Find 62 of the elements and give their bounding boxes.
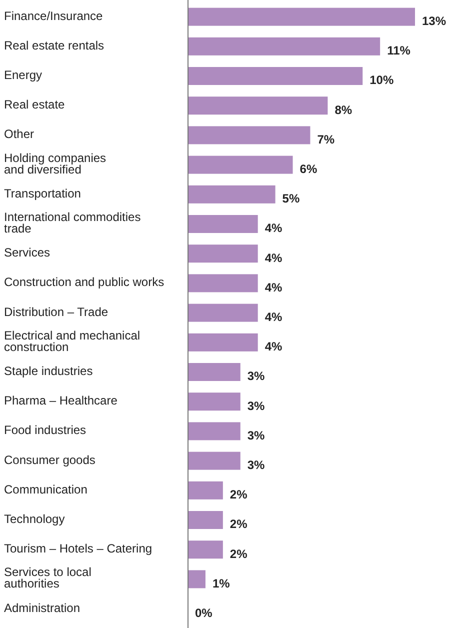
y-tick-label: Tourism – Hotels – Catering [4,542,152,556]
y-tick-label: Services to local authorities [4,565,92,591]
bar [188,126,310,144]
y-tick-label: Food industries [4,423,86,438]
data-label: 3% [247,398,266,413]
bar [188,185,276,204]
data-label: 6% [300,162,318,176]
data-label: 4% [264,280,283,294]
data-label: 2% [230,546,248,561]
bar [188,333,258,352]
data-label: 4% [264,250,283,265]
y-tick-label: Services [4,246,50,260]
bar [188,67,363,85]
bar [188,215,258,233]
bar [188,304,258,322]
data-label: 8% [334,102,352,117]
data-label: 3% [247,369,266,384]
y-tick-label: Staple industries [4,364,93,378]
data-label: 7% [317,132,335,146]
bar [188,481,223,500]
bar [188,511,223,529]
y-tick-label: Holding companies and diversified [4,150,106,176]
data-label: 3% [247,458,266,472]
y-tick-label: Other [4,127,34,142]
data-label: 4% [264,310,283,324]
y-tick-label: Pharma – Healthcare [4,394,118,408]
data-label: 3% [247,428,266,442]
data-label: 2% [230,517,248,532]
data-label: 0% [195,606,213,620]
y-tick-label: Administration [4,600,80,615]
data-label: 13% [422,14,446,28]
y-tick-label: Transportation [4,186,81,201]
y-tick-label: Distribution – Trade [4,304,108,319]
data-label: 10% [370,73,394,88]
bar [188,37,380,56]
bar [188,392,240,411]
bar [188,570,206,588]
y-tick-label: Construction and public works [4,275,164,290]
y-tick-label: Real estate [4,98,66,112]
y-tick-label: Finance/Insurance [4,8,104,23]
data-label: 1% [212,576,230,590]
bar [188,8,415,26]
bar [188,363,240,381]
data-label: 5% [282,192,300,206]
bar [188,244,258,263]
y-tick-label: Energy [4,68,42,82]
y-tick-label: Electrical and mechanical construction [4,328,140,354]
bar [188,422,240,440]
data-label: 11% [387,44,411,58]
y-tick-label: International commodities trade [4,210,141,236]
y-tick-label: Consumer goods [4,452,96,467]
data-label: 4% [264,340,283,354]
bar [188,274,258,292]
data-label: 2% [230,488,248,502]
y-tick-label: Real estate rentals [4,38,104,53]
bar [188,156,293,174]
y-tick-label: Communication [4,482,88,497]
bar [188,96,328,115]
y-tick-label: Technology [4,512,65,526]
data-label: 4% [264,221,283,236]
bar [188,540,223,559]
bar [188,452,240,470]
